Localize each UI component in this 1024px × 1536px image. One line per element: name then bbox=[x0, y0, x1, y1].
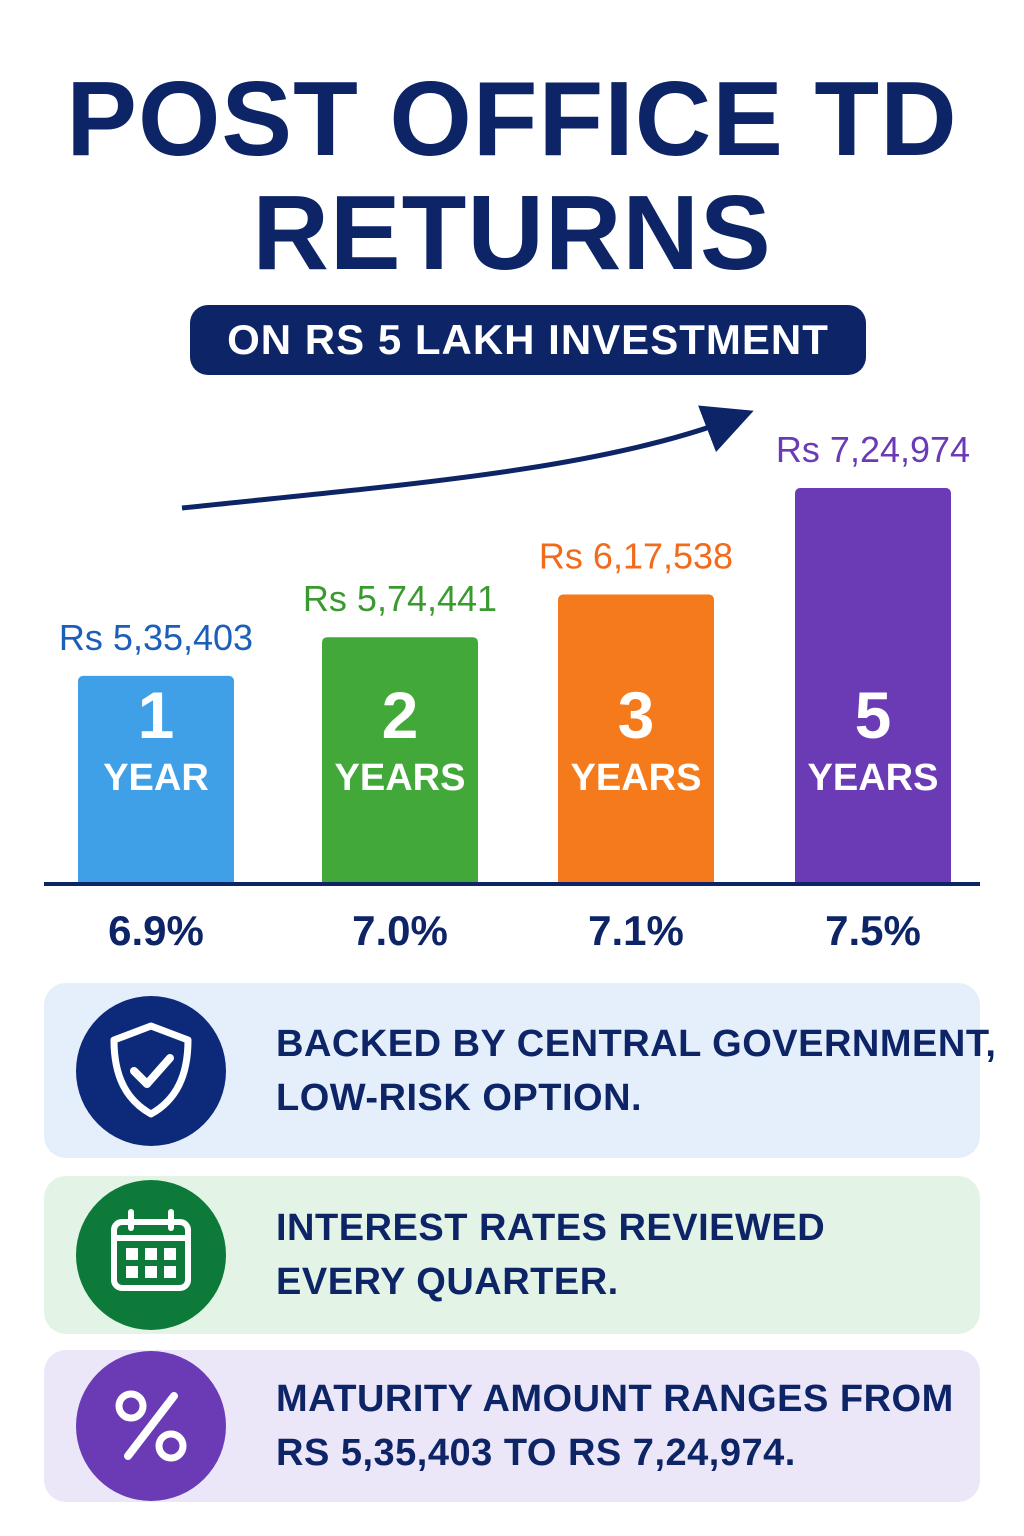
info-card-text: BACKED BY CENTRAL GOVERNMENT, LOW-RISK O… bbox=[276, 1023, 997, 1119]
page-title-line2: RETURNS bbox=[252, 174, 772, 292]
bar-period-number: 1 bbox=[138, 678, 175, 752]
bar-4 bbox=[795, 488, 951, 886]
bar-value-label: Rs 5,74,441 bbox=[303, 578, 497, 619]
bar-3 bbox=[558, 594, 714, 886]
bar-period-unit: YEARS bbox=[335, 757, 466, 799]
subtitle-badge: ON RS 5 LAKH INVESTMENT bbox=[190, 305, 866, 375]
bar-1 bbox=[78, 675, 234, 886]
bar-value-label: Rs 6,17,538 bbox=[539, 535, 733, 576]
rate-label: 7.1% bbox=[588, 907, 684, 954]
page-title-line1: POST OFFICE TD bbox=[66, 60, 958, 178]
bar-2 bbox=[322, 637, 478, 886]
bar-value-label: Rs 7,24,974 bbox=[776, 429, 970, 470]
bar-value-label: Rs 5,35,403 bbox=[59, 617, 253, 658]
returns-bar-chart: Rs 5,35,403 1 YEAR Rs 5,74,441 2 YEARS Rs 6,17… bbox=[44, 405, 980, 954]
trend-arrow bbox=[181, 405, 754, 511]
info-card-maturity: MATURITY AMOUNT RANGES FROM RS 5,35,403 … bbox=[44, 1350, 980, 1502]
shield-check-icon bbox=[76, 995, 226, 1146]
percent-icon bbox=[76, 1351, 226, 1501]
bar-period-number: 2 bbox=[382, 678, 419, 752]
bar-period-unit: YEARS bbox=[571, 757, 702, 799]
info-card-government: BACKED BY CENTRAL GOVERNMENT, LOW-RISK O… bbox=[44, 983, 997, 1158]
bar-period-number: 5 bbox=[855, 678, 892, 752]
rate-label: 6.9% bbox=[108, 907, 204, 954]
bar-period-unit: YEARS bbox=[808, 757, 939, 799]
rate-label: 7.0% bbox=[352, 907, 448, 954]
info-card-text: INTEREST RATES REVIEWED EVERY QUARTER. bbox=[276, 1207, 826, 1303]
calendar-icon bbox=[76, 1180, 226, 1330]
bar-period-number: 3 bbox=[618, 678, 655, 752]
bar-period-unit: YEAR bbox=[103, 757, 209, 799]
info-card-text: MATURITY AMOUNT RANGES FROM RS 5,35,403 … bbox=[276, 1378, 954, 1474]
rate-label: 7.5% bbox=[825, 907, 921, 954]
info-card-interest: INTEREST RATES REVIEWED EVERY QUARTER. bbox=[44, 1176, 980, 1334]
